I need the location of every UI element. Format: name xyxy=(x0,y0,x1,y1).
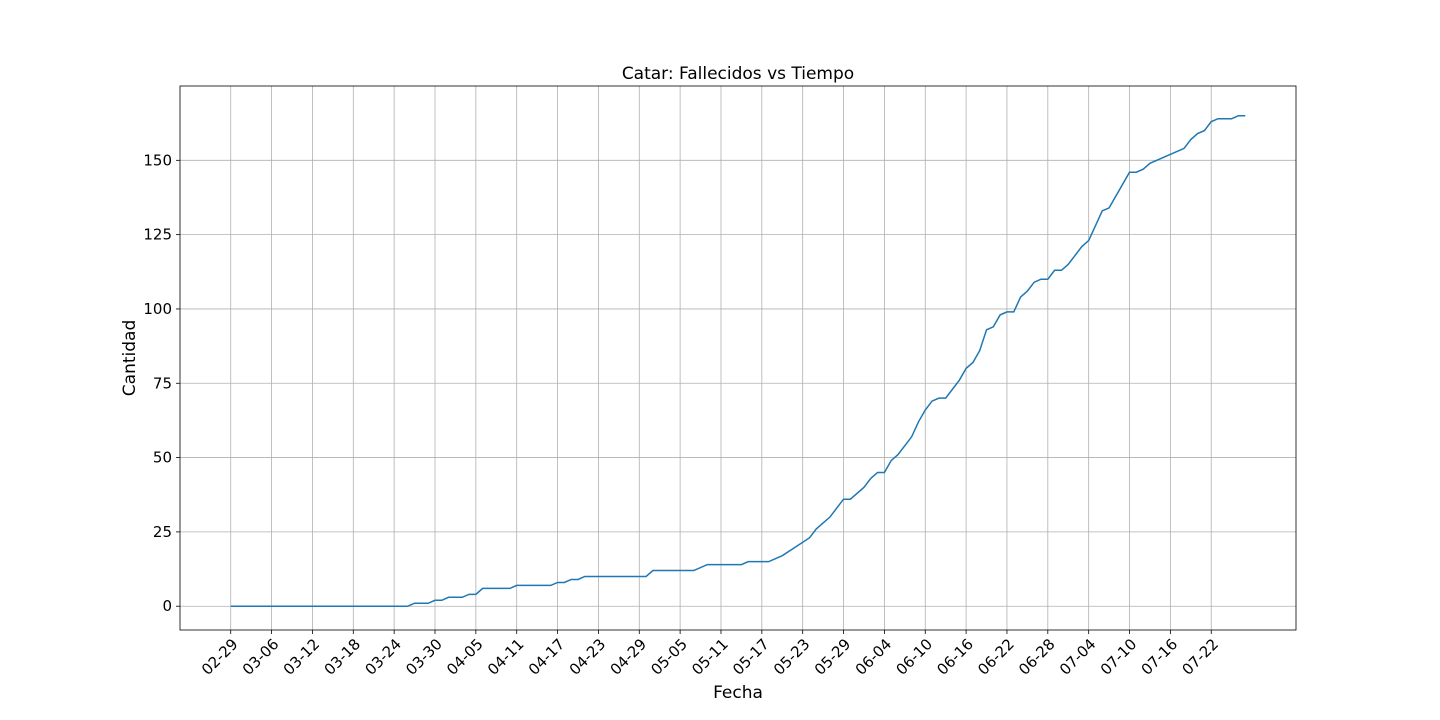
y-tick-label: 75 xyxy=(153,374,172,392)
x-tick-label: 06-16 xyxy=(933,635,977,679)
x-tick-label: 05-17 xyxy=(729,635,773,679)
x-tick-label: 07-16 xyxy=(1138,635,1182,679)
x-tick-label: 06-28 xyxy=(1015,635,1059,679)
y-tick-label: 50 xyxy=(153,449,172,467)
x-tick-label: 05-11 xyxy=(688,635,732,679)
x-tick-label: 03-12 xyxy=(280,635,324,679)
x-tick-label: 06-10 xyxy=(893,635,937,679)
y-tick-label: 100 xyxy=(143,300,172,318)
x-tick-label: 04-17 xyxy=(525,635,569,679)
x-tick-label: 05-23 xyxy=(770,635,814,679)
y-tick-label: 150 xyxy=(143,151,172,169)
ticks: 02-2903-0603-1203-1803-2403-3004-0504-11… xyxy=(143,151,1222,678)
y-tick-label: 25 xyxy=(153,523,172,541)
x-axis-label: Fecha xyxy=(713,683,763,703)
x-tick-label: 04-05 xyxy=(443,635,487,679)
y-tick-label: 0 xyxy=(162,597,172,615)
x-tick-label: 07-04 xyxy=(1056,635,1100,679)
x-tick-label: 06-22 xyxy=(974,635,1018,679)
plot-frame xyxy=(179,85,1297,631)
x-tick-label: 03-30 xyxy=(402,635,446,679)
chart-title: Catar: Fallecidos vs Tiempo xyxy=(622,64,854,84)
x-tick-label: 07-10 xyxy=(1097,635,1141,679)
x-tick-label: 06-04 xyxy=(852,635,896,679)
x-tick-label: 07-22 xyxy=(1179,635,1223,679)
grid xyxy=(180,86,1296,630)
x-tick-label: 03-18 xyxy=(321,635,365,679)
series-layer xyxy=(230,114,1246,607)
x-tick-label: 02-29 xyxy=(198,635,242,679)
x-tick-label: 03-06 xyxy=(239,635,283,679)
series-line-deaths xyxy=(230,114,1246,607)
x-tick-label: 04-23 xyxy=(566,635,610,679)
x-tick-label: 04-29 xyxy=(607,635,651,679)
x-tick-label: 04-11 xyxy=(484,635,528,679)
x-tick-label: 05-29 xyxy=(811,635,855,679)
y-axis-label: Cantidad xyxy=(120,320,140,396)
x-tick-label: 05-05 xyxy=(647,635,691,679)
y-tick-label: 125 xyxy=(143,226,172,244)
x-tick-label: 03-24 xyxy=(361,635,405,679)
